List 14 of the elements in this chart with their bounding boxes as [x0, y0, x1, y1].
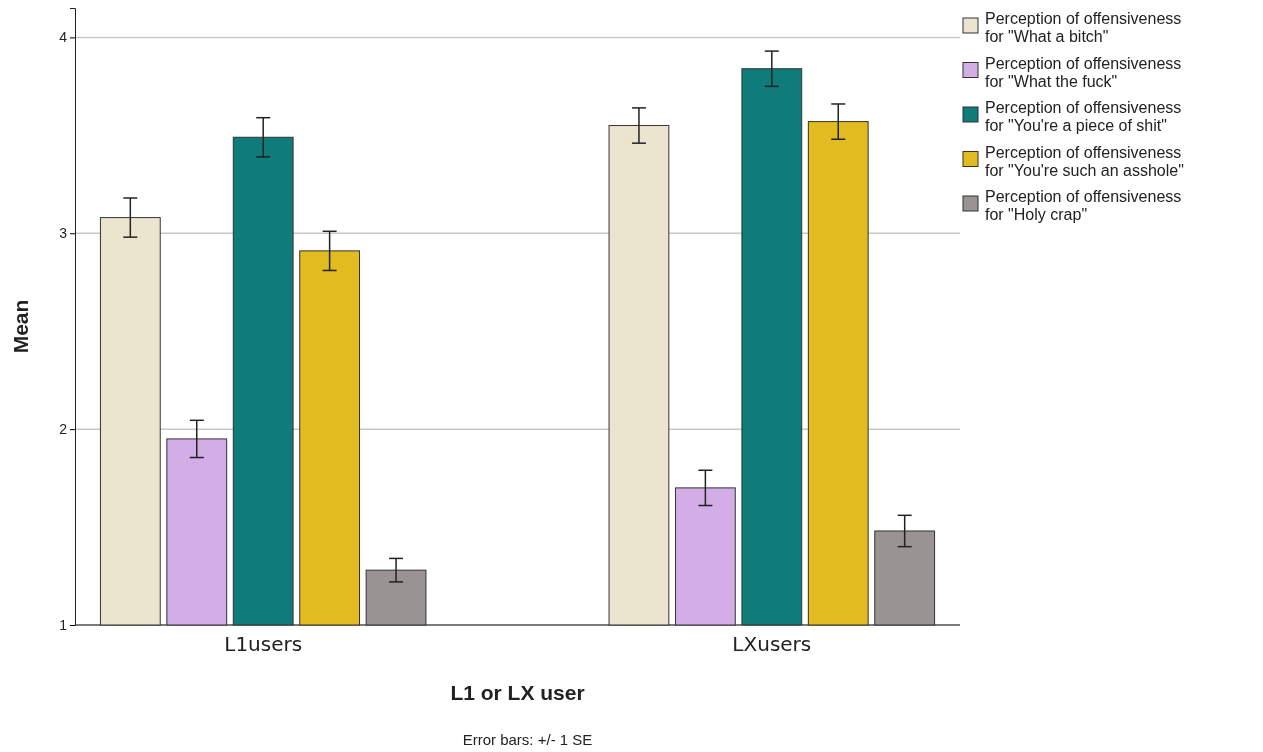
legend-label: Perception of offensiveness for "You're such an asshole" — [985, 143, 1184, 179]
y-tick-label: 2 — [59, 421, 68, 438]
y-axis-title: Mean — [9, 299, 32, 354]
text: Error bars: +/- 1 SE — [462, 731, 593, 748]
x-tick-label: LXusers — [732, 632, 812, 657]
legend-label: Perception of offensiveness for "What a bitch" — [985, 10, 1182, 45]
legend-label: Perception of offensiveness for "What the fuck" — [985, 54, 1182, 90]
y-tick-label: 3 — [59, 225, 68, 242]
y-tick-label: 1 — [59, 616, 68, 633]
y-tick-label: 4 — [59, 29, 68, 46]
legend-label: Perception of offensiveness for "You're a piece of shit" — [985, 99, 1182, 134]
x-axis-title: L1 or LX user — [450, 681, 585, 704]
legend-label: Perception of offensiveness for "Holy crap" — [985, 188, 1182, 223]
x-tick-label: L1users — [224, 632, 303, 657]
